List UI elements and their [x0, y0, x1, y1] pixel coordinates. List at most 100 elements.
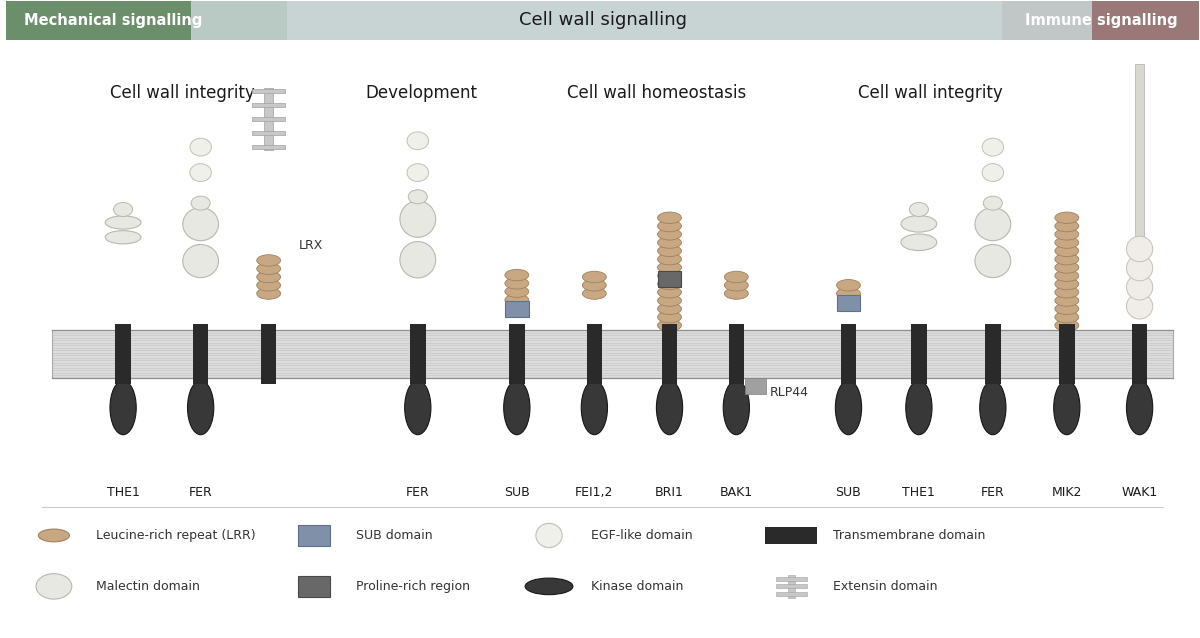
Ellipse shape	[106, 216, 140, 229]
Bar	[911, 324, 926, 383]
Ellipse shape	[656, 381, 683, 434]
Text: FER: FER	[188, 486, 212, 499]
Ellipse shape	[1055, 320, 1079, 331]
Ellipse shape	[836, 279, 860, 291]
Bar	[1135, 64, 1145, 236]
Ellipse shape	[725, 279, 749, 291]
Ellipse shape	[658, 295, 682, 306]
Text: Extensin domain: Extensin domain	[833, 580, 937, 593]
Ellipse shape	[979, 381, 1006, 434]
Ellipse shape	[658, 212, 682, 223]
Ellipse shape	[257, 255, 281, 266]
Text: SUB domain: SUB domain	[355, 529, 432, 542]
Text: WAK1: WAK1	[1122, 486, 1158, 499]
Text: Cell wall integrity: Cell wall integrity	[110, 84, 256, 102]
Bar	[115, 324, 131, 383]
Ellipse shape	[658, 237, 682, 248]
Bar	[252, 89, 286, 93]
Bar	[745, 378, 766, 394]
Ellipse shape	[1127, 293, 1153, 319]
FancyBboxPatch shape	[299, 576, 330, 597]
Ellipse shape	[901, 234, 937, 251]
Ellipse shape	[505, 269, 529, 281]
Ellipse shape	[505, 294, 529, 306]
Ellipse shape	[1055, 228, 1079, 240]
Ellipse shape	[658, 270, 682, 281]
Bar	[252, 145, 286, 149]
Bar	[6, 1, 1199, 40]
Bar	[1060, 324, 1074, 383]
Ellipse shape	[581, 381, 607, 434]
Ellipse shape	[724, 381, 750, 434]
Ellipse shape	[658, 303, 682, 315]
Ellipse shape	[1055, 245, 1079, 256]
Text: BRI1: BRI1	[655, 486, 684, 499]
Bar	[509, 324, 524, 383]
Ellipse shape	[582, 279, 606, 291]
Ellipse shape	[910, 202, 929, 216]
Ellipse shape	[658, 278, 682, 290]
Bar	[6, 1, 287, 40]
Ellipse shape	[190, 164, 211, 181]
Ellipse shape	[38, 529, 70, 542]
Ellipse shape	[526, 578, 572, 595]
Bar	[1002, 1, 1199, 40]
Bar	[1132, 324, 1147, 383]
Ellipse shape	[1055, 303, 1079, 315]
Text: Immune signalling: Immune signalling	[1025, 13, 1177, 28]
Ellipse shape	[1055, 311, 1079, 323]
FancyBboxPatch shape	[299, 525, 330, 545]
Ellipse shape	[1127, 381, 1153, 434]
Ellipse shape	[114, 202, 133, 216]
Bar	[661, 324, 677, 383]
Ellipse shape	[901, 216, 937, 232]
Ellipse shape	[407, 132, 428, 150]
Ellipse shape	[658, 228, 682, 240]
Ellipse shape	[110, 381, 137, 434]
Bar	[260, 324, 276, 383]
Bar	[252, 131, 286, 135]
Ellipse shape	[400, 242, 436, 278]
Text: Cell wall integrity: Cell wall integrity	[858, 84, 1003, 102]
Bar	[587, 324, 602, 383]
Bar	[52, 330, 1174, 378]
Text: Mechanical signalling: Mechanical signalling	[24, 13, 203, 28]
Bar	[252, 103, 286, 107]
Bar	[764, 526, 817, 544]
Ellipse shape	[725, 288, 749, 299]
Text: Transmembrane domain: Transmembrane domain	[833, 529, 985, 542]
Bar	[264, 88, 272, 151]
Bar	[787, 575, 794, 598]
Ellipse shape	[1127, 255, 1153, 281]
Bar	[985, 324, 1001, 383]
Ellipse shape	[1055, 262, 1079, 273]
Text: LRX: LRX	[299, 239, 323, 252]
Bar	[841, 324, 857, 383]
Ellipse shape	[257, 271, 281, 283]
Ellipse shape	[658, 253, 682, 265]
Ellipse shape	[658, 245, 682, 256]
Ellipse shape	[1055, 212, 1079, 223]
Text: BAK1: BAK1	[720, 486, 752, 499]
Text: Kinase domain: Kinase domain	[590, 580, 683, 593]
Ellipse shape	[257, 263, 281, 274]
Text: SUB: SUB	[504, 486, 529, 499]
Text: Cell wall signalling: Cell wall signalling	[518, 11, 686, 29]
Bar	[410, 324, 426, 383]
Ellipse shape	[582, 288, 606, 299]
Ellipse shape	[1055, 278, 1079, 290]
Ellipse shape	[658, 262, 682, 273]
Text: SUB: SUB	[835, 486, 862, 499]
Text: Proline-rich region: Proline-rich region	[355, 580, 469, 593]
Text: FER: FER	[980, 486, 1004, 499]
Ellipse shape	[725, 271, 749, 283]
Ellipse shape	[407, 164, 428, 181]
Ellipse shape	[187, 381, 214, 434]
Ellipse shape	[582, 271, 606, 283]
Ellipse shape	[835, 381, 862, 434]
Text: Cell wall homeostasis: Cell wall homeostasis	[566, 84, 746, 102]
Bar	[775, 577, 806, 581]
Ellipse shape	[658, 311, 682, 323]
Ellipse shape	[408, 189, 427, 204]
FancyBboxPatch shape	[658, 271, 682, 287]
